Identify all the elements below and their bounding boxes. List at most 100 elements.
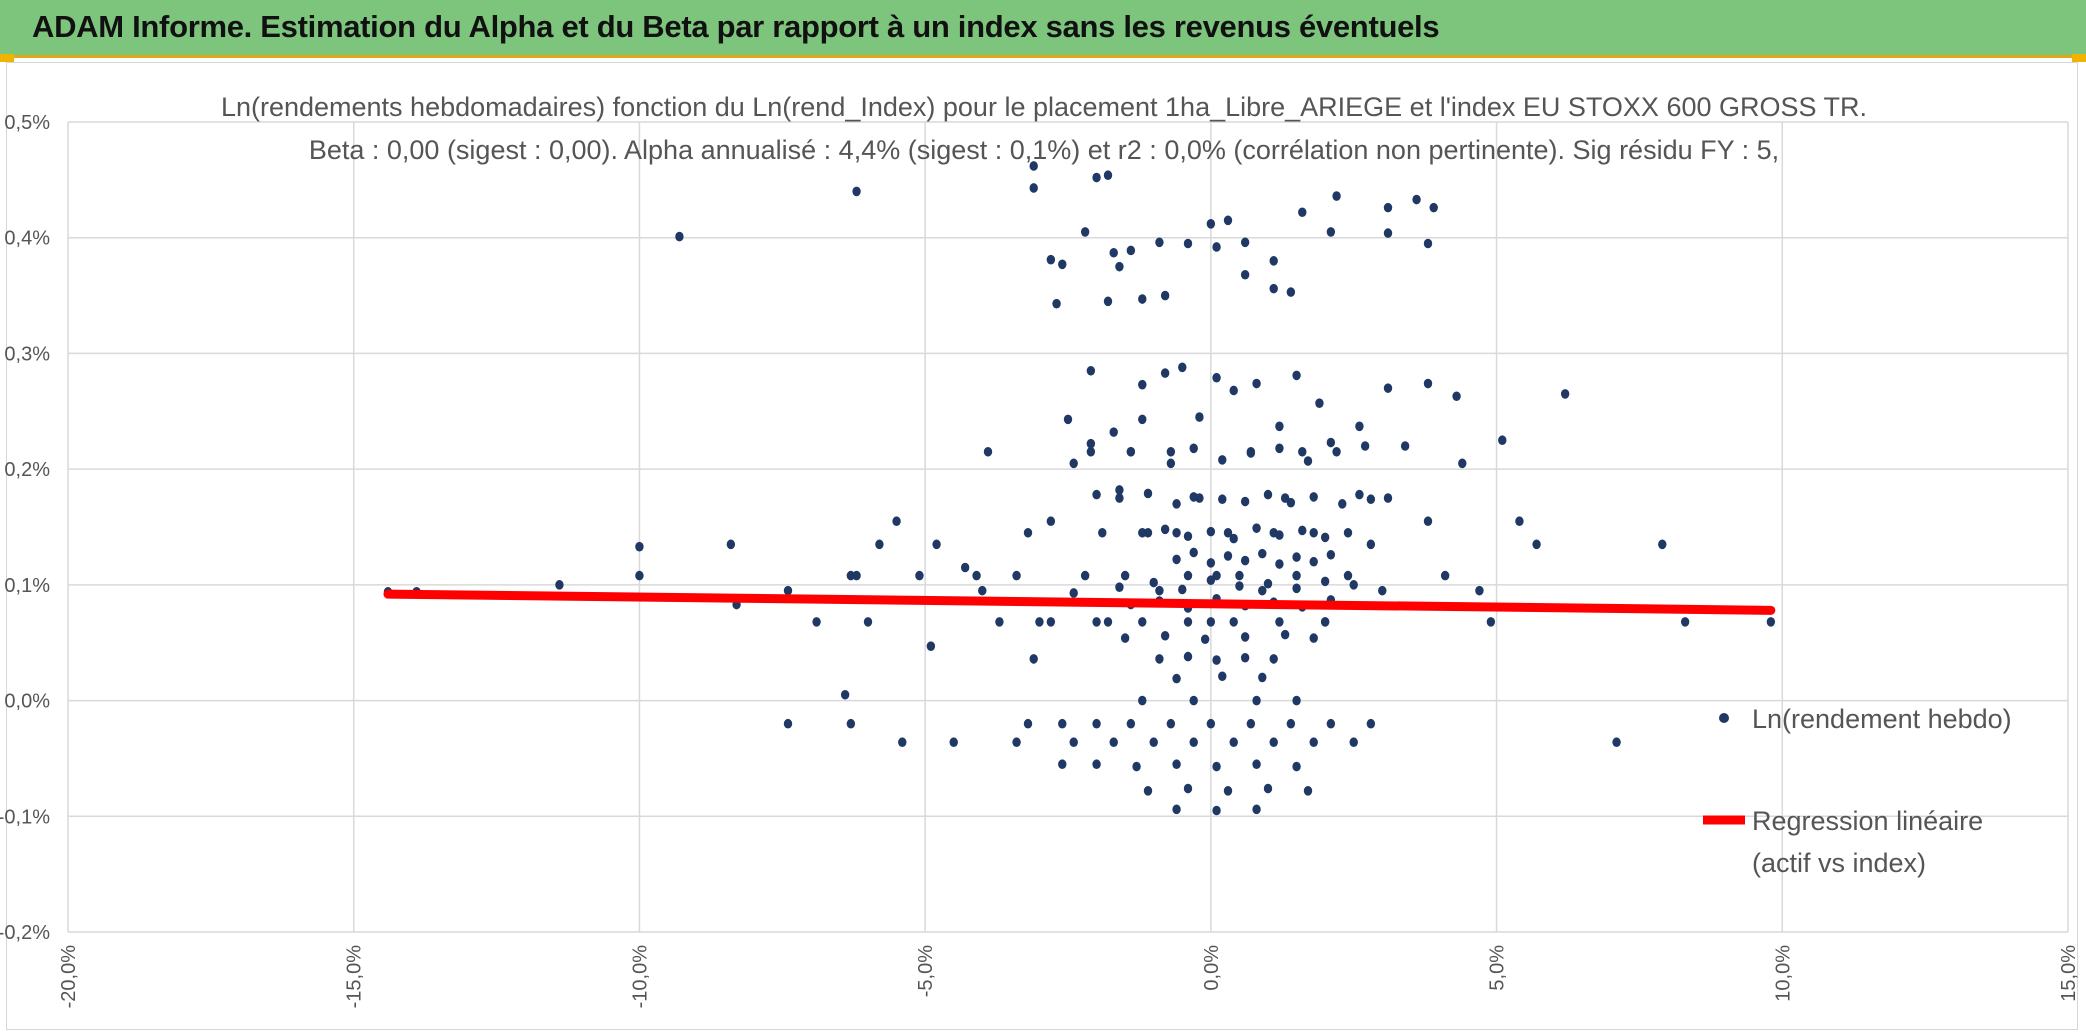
data-point xyxy=(1286,287,1296,297)
data-point xyxy=(1058,759,1067,770)
data-point xyxy=(1138,414,1147,425)
data-point xyxy=(915,570,924,581)
legend-line-label-2: (actif vs index) xyxy=(1752,848,1926,878)
data-point xyxy=(1240,555,1250,566)
chart-title-line-1: Ln(rendements hebdomadaires) fonction du… xyxy=(221,92,1867,122)
data-point xyxy=(1252,695,1261,706)
legend-scatter-label: Ln(rendement hebdo) xyxy=(1752,704,2012,734)
data-point xyxy=(1206,219,1216,229)
data-point xyxy=(932,539,941,550)
data-point xyxy=(1080,227,1090,237)
data-point xyxy=(1212,242,1221,252)
data-point xyxy=(1349,737,1358,748)
data-point xyxy=(1252,378,1261,389)
data-point xyxy=(949,737,958,748)
data-point xyxy=(1172,759,1181,770)
data-point xyxy=(1275,617,1284,627)
data-point xyxy=(1098,527,1107,538)
data-point xyxy=(1423,238,1433,249)
data-point xyxy=(1486,617,1496,627)
legend-scatter-marker xyxy=(1719,713,1729,723)
y-tick-label-0: -0,2% xyxy=(0,922,50,944)
data-point xyxy=(1206,718,1216,729)
data-point xyxy=(1143,786,1153,796)
data-point xyxy=(1029,654,1038,664)
data-point xyxy=(1383,383,1393,393)
data-point xyxy=(1269,737,1278,748)
data-point xyxy=(1069,737,1078,748)
data-point xyxy=(1058,259,1067,270)
data-point xyxy=(783,718,793,729)
data-point xyxy=(1343,527,1353,538)
x-tick-label-1: -15,0% xyxy=(344,945,366,1009)
data-point xyxy=(1200,634,1210,645)
data-point xyxy=(863,617,873,627)
data-point xyxy=(1103,170,1113,181)
data-point xyxy=(1138,379,1147,390)
data-point xyxy=(1252,759,1261,770)
data-point xyxy=(1138,294,1147,304)
data-point xyxy=(1240,652,1250,663)
data-point xyxy=(846,718,856,729)
data-point xyxy=(1292,552,1301,562)
data-point xyxy=(840,689,850,700)
data-point xyxy=(1360,441,1370,451)
x-tick-label-4: 0,0% xyxy=(1201,945,1223,991)
data-point xyxy=(1046,254,1056,265)
data-point xyxy=(1326,549,1336,560)
data-point xyxy=(983,446,993,457)
data-point xyxy=(1189,443,1198,454)
data-point xyxy=(1126,718,1136,729)
data-point xyxy=(1349,580,1358,590)
data-point xyxy=(1229,533,1238,544)
data-point xyxy=(1315,398,1324,408)
data-point xyxy=(1263,489,1273,500)
data-point xyxy=(726,539,736,550)
data-point xyxy=(1532,539,1541,550)
data-point xyxy=(1212,805,1221,816)
data-point xyxy=(1338,499,1347,509)
data-point xyxy=(1218,494,1227,505)
data-point xyxy=(1309,556,1318,567)
data-point xyxy=(1115,485,1124,495)
data-point xyxy=(1029,161,1038,171)
data-point xyxy=(1046,516,1056,527)
data-point xyxy=(1355,421,1364,432)
data-point xyxy=(1029,183,1038,193)
data-point xyxy=(1366,494,1376,505)
data-point xyxy=(1229,737,1238,748)
data-point xyxy=(1092,759,1101,770)
right-corner-marker xyxy=(2072,54,2086,62)
data-point xyxy=(1383,228,1393,238)
data-point xyxy=(1766,617,1776,627)
data-point xyxy=(1115,493,1124,503)
data-point xyxy=(1292,570,1301,581)
data-point xyxy=(1343,570,1353,581)
y-tick-label-7: 0,5% xyxy=(4,112,50,134)
data-point xyxy=(1383,202,1393,213)
x-tick-label-5: 5,0% xyxy=(1487,945,1509,991)
data-point xyxy=(1223,551,1233,561)
data-point xyxy=(926,641,936,651)
data-point xyxy=(1052,298,1061,309)
data-point xyxy=(892,516,901,527)
data-point xyxy=(1166,446,1176,457)
data-point xyxy=(1046,617,1056,627)
data-point xyxy=(1035,617,1044,627)
data-point xyxy=(1120,570,1130,581)
regression-line xyxy=(383,589,1776,615)
data-point xyxy=(1109,737,1118,748)
data-point xyxy=(1275,530,1284,540)
data-point xyxy=(1132,761,1141,772)
data-point xyxy=(812,617,821,627)
data-point xyxy=(1160,630,1170,641)
data-point xyxy=(1069,458,1078,469)
data-point xyxy=(1252,804,1261,815)
data-point xyxy=(1183,651,1193,662)
data-point xyxy=(1115,582,1124,592)
data-point xyxy=(635,570,644,581)
data-point xyxy=(1240,496,1250,507)
y-tick-label-5: 0,3% xyxy=(4,343,50,365)
y-tick-label-2: 0,0% xyxy=(4,691,50,713)
